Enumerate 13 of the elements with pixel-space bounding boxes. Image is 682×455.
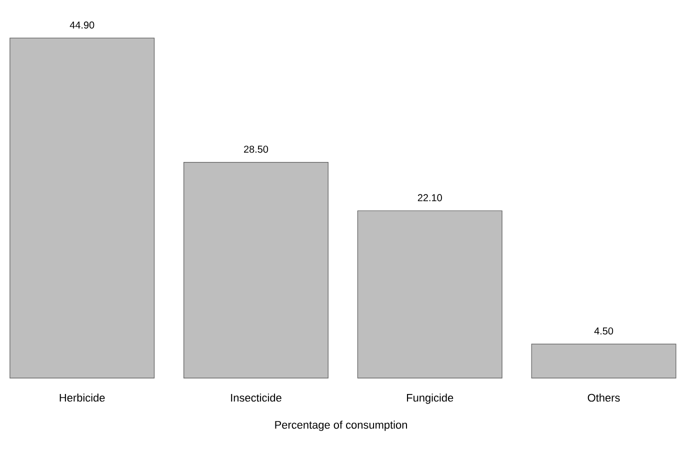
x-tick-label: Herbicide (60, 394, 105, 402)
x-axis-title: Percentage of consumption (275, 420, 407, 431)
bar (10, 38, 155, 378)
data-label: 28.50 (244, 146, 268, 153)
data-label: 4.50 (594, 327, 614, 334)
bar (357, 210, 502, 378)
data-label: 44.90 (70, 21, 94, 29)
bar (531, 344, 676, 378)
x-tick-label: Fungicide (407, 394, 454, 404)
data-label: 22.10 (418, 194, 442, 202)
x-tick-label: Others (588, 394, 620, 402)
x-tick-label: Insecticide (231, 394, 282, 402)
bar (184, 162, 328, 378)
